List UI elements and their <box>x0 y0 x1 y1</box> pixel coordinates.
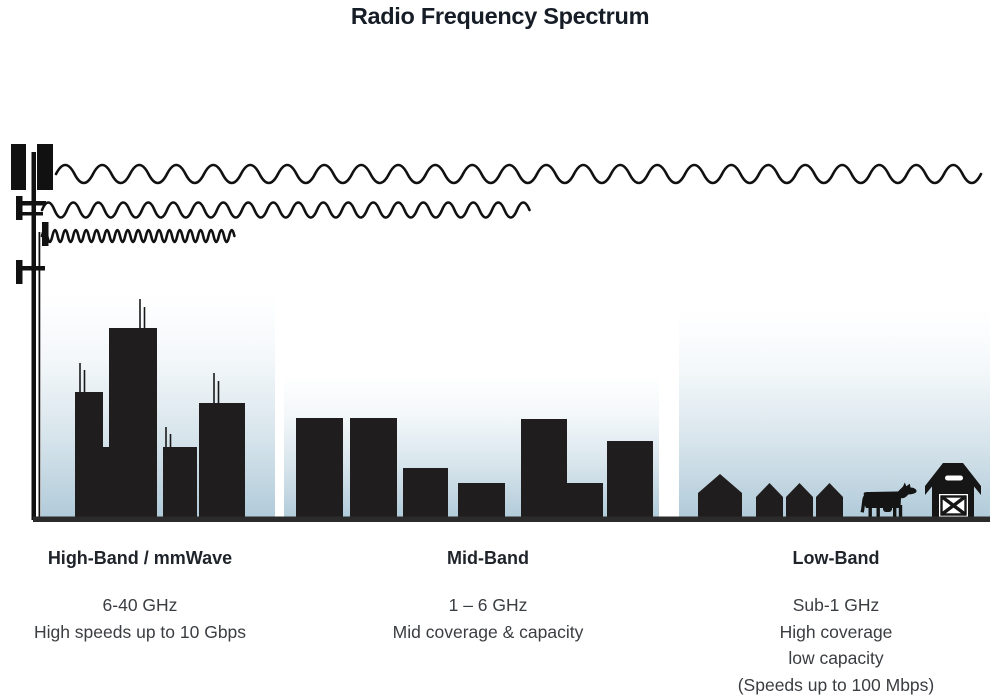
band-desc-mid: Mid coverage & capacity <box>392 621 584 642</box>
town-skyline-icon <box>296 418 653 520</box>
barn-window-icon <box>945 475 963 481</box>
band-name-mid: Mid-Band <box>447 548 529 568</box>
band-freq-low: Sub-1 GHz <box>792 595 880 615</box>
cow-icon <box>860 482 917 518</box>
barn-icon <box>925 463 981 518</box>
house-icon <box>756 483 783 518</box>
city-skyline-icon <box>75 299 245 520</box>
band-freq-high: 6-40 GHz <box>102 595 178 615</box>
rural-scene <box>698 463 981 518</box>
house-icon <box>816 483 843 518</box>
short-wavelength-wave-icon <box>40 228 236 244</box>
house-icon <box>698 474 742 518</box>
rooftop-antenna-icon <box>79 299 220 447</box>
house-icon <box>786 483 813 518</box>
band-freq-mid: 1 – 6 GHz <box>448 595 528 615</box>
band-desc-low-3: (Speeds up to 100 Mbps) <box>737 674 935 695</box>
long-wavelength-wave-icon <box>54 163 983 185</box>
mid-band-label: Mid-Band 1 – 6 GHz Mid coverage & capaci… <box>338 547 638 645</box>
band-desc-low-1: High coverage <box>779 621 893 642</box>
band-name-low: Low-Band <box>792 548 880 568</box>
band-desc-low-2: low capacity <box>788 648 884 669</box>
spectrum-illustration <box>11 144 990 522</box>
low-band-label: Low-Band Sub-1 GHz High coverage low cap… <box>686 547 986 698</box>
cell-tower-icon <box>11 144 53 520</box>
ground-line <box>33 516 990 522</box>
page-title: Radio Frequency Spectrum <box>350 3 650 29</box>
medium-wavelength-wave-icon <box>40 201 531 219</box>
band-desc-high: High speeds up to 10 Gbps <box>33 621 247 642</box>
band-name-high: High-Band / mmWave <box>47 548 233 568</box>
high-band-label: High-Band / mmWave 6-40 GHz High speeds … <box>0 547 280 645</box>
